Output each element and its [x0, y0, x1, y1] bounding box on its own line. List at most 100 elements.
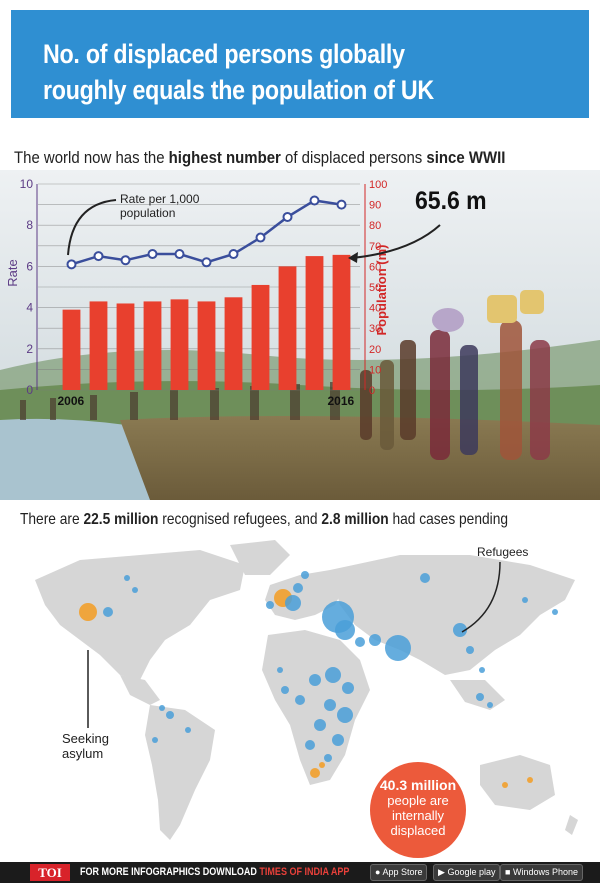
greenland [230, 540, 290, 575]
y-right-tick-label: 0 [369, 385, 375, 397]
google-play-label: Google play [447, 867, 496, 877]
y-axis-right: 0 10 20 30 40 50 60 70 80 90 100 [364, 179, 387, 397]
refugee-dot [522, 597, 528, 603]
refugee-dot [281, 686, 289, 694]
map-subtitle-pre: There are [20, 511, 84, 528]
x-tick-label-last: 2016 [328, 394, 355, 408]
refugee-dot [337, 707, 353, 723]
rate-point [147, 249, 158, 260]
map-subtitle: There are 22.5 million recognised refuge… [20, 511, 508, 529]
y-left-tick-label: 0 [26, 383, 33, 397]
page-title: No. of displaced persons globally roughl… [43, 39, 434, 105]
refugee-dot [314, 719, 326, 731]
windows-phone-badge[interactable]: ■ Windows Phone [500, 864, 583, 881]
y-right-tick-label: 60 [369, 261, 381, 273]
refugee-dot [476, 693, 484, 701]
population-bars [62, 254, 351, 390]
play-icon: ▶ [438, 867, 445, 877]
rate-annotation-line1: Rate per 1,000 [120, 192, 200, 206]
australia [480, 755, 555, 810]
map-subtitle-bold-2: 2.8 million [321, 511, 389, 528]
rate-line-path [71, 199, 342, 266]
population-bar [62, 309, 81, 390]
google-play-badge[interactable]: ▶ Google play [433, 864, 501, 881]
refugee-dot [325, 667, 341, 683]
refugee-dot [132, 587, 138, 593]
rate-point [255, 232, 266, 243]
africa [262, 630, 370, 785]
central-america [120, 675, 160, 705]
footer-text: FOR MORE INFOGRAPHICS DOWNLOAD TIMES OF … [80, 866, 349, 878]
y-right-tick-label: 80 [369, 220, 381, 232]
refugee-dot [479, 667, 485, 673]
app-store-badge[interactable]: ● App Store [370, 864, 428, 881]
population-bar [278, 266, 297, 390]
asylum-dot [502, 782, 508, 788]
rate-point [228, 249, 239, 260]
rate-point [93, 251, 104, 262]
x-tick-label-first: 2006 [58, 394, 85, 408]
highlight-value: 65.6 m [415, 187, 487, 215]
north-america [35, 550, 245, 680]
toi-logo: TOI [30, 864, 70, 881]
rate-annotation-line2: population [120, 206, 175, 220]
population-bar [251, 284, 270, 390]
refugee-dot [285, 595, 301, 611]
y-right-tick-label: 70 [369, 241, 381, 253]
rate-line [66, 195, 347, 270]
asylum-dot [319, 762, 325, 768]
refugee-dot [309, 674, 321, 686]
highlight-arrowhead [348, 252, 358, 263]
refugee-dot [103, 607, 113, 617]
population-bar [170, 299, 189, 390]
y-left-tick-label: 10 [20, 177, 34, 191]
windows-phone-label: Windows Phone [512, 867, 578, 877]
refugee-dot [466, 646, 474, 654]
x-axis-labels: 2006 2016 [58, 394, 355, 408]
y-right-tick-label: 30 [369, 323, 381, 335]
refugee-dot [305, 740, 315, 750]
population-bar [224, 297, 243, 390]
refugee-dot [159, 705, 165, 711]
rate-point [120, 255, 131, 266]
rate-point [282, 211, 293, 222]
footer-brand: TIMES OF INDIA APP [259, 866, 350, 878]
asia [330, 555, 575, 675]
refugee-dot [293, 583, 303, 593]
refugee-dot [152, 737, 158, 743]
chart-subtitle-bold-1: highest number [168, 148, 281, 167]
refugee-dot [552, 609, 558, 615]
refugee-dot [369, 634, 381, 646]
rate-annotation-arrow [67, 199, 117, 256]
refugee-dot [295, 695, 305, 705]
refugee-dot [324, 754, 332, 762]
highlight-arrow [351, 224, 441, 259]
refugee-dots [79, 571, 558, 788]
europe [265, 570, 345, 620]
apple-icon: ● [375, 867, 381, 877]
footer-text-main: FOR MORE INFOGRAPHICS DOWNLOAD [80, 866, 260, 878]
chart-subtitle-bold-2: since WWII [426, 148, 506, 167]
idp-line3: internally [391, 808, 445, 823]
seeking-label-1: Seeking [62, 731, 109, 746]
south-america [145, 705, 215, 840]
footer-bar: TOI FOR MORE INFOGRAPHICS DOWNLOAD TIMES… [0, 862, 600, 883]
refugees-arrow [461, 561, 501, 633]
population-bar [197, 301, 216, 390]
chart-subtitle-pre: The world now has the [14, 148, 169, 167]
map-subtitle-post: had cases pending [388, 511, 509, 528]
asylum-dot [527, 777, 533, 783]
refugee-dot [277, 667, 283, 673]
population-bar [89, 301, 108, 390]
rate-point [66, 259, 77, 270]
refugee-dot [420, 573, 430, 583]
y-right-tick-label: 90 [369, 200, 381, 212]
y-left-tick-label: 2 [26, 342, 33, 356]
rate-point [309, 195, 320, 206]
refugee-dot [332, 734, 344, 746]
population-bar [143, 301, 162, 390]
map-subtitle-mid: recognised refugees, and [158, 511, 322, 528]
refugee-dot [185, 727, 191, 733]
refugee-dot [355, 637, 365, 647]
